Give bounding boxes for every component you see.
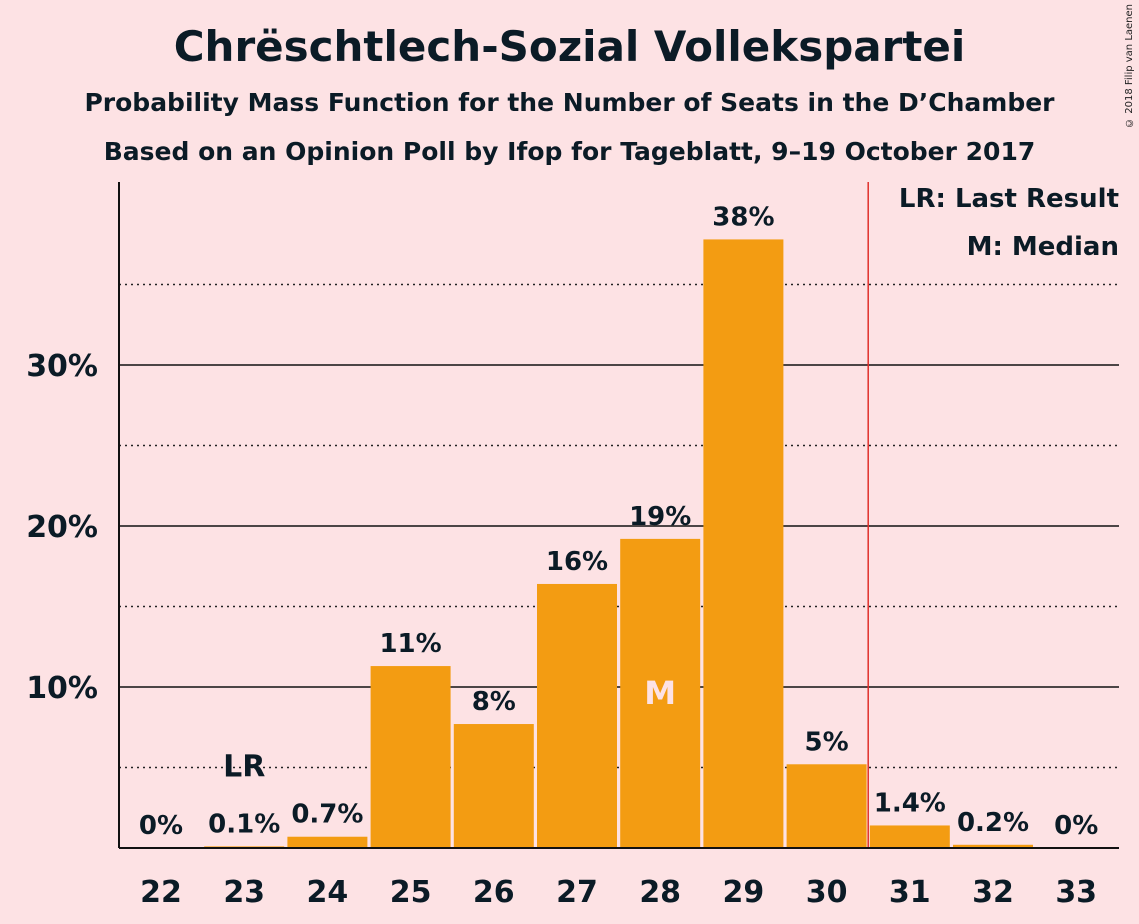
bar-value-label: 8% <box>472 687 516 717</box>
chart-source: Based on an Opinion Poll by Ifop for Tag… <box>103 137 1036 166</box>
bar-value-label: 19% <box>629 502 691 532</box>
x-tick-label: 33 <box>1055 875 1097 910</box>
x-tick-label: 32 <box>972 875 1014 910</box>
x-tick-label: 24 <box>307 875 349 910</box>
bar-value-label: 0.1% <box>208 809 280 839</box>
legend-last-result: LR: Last Result <box>898 184 1119 214</box>
x-tick-label: 29 <box>723 875 765 910</box>
bar-26 <box>453 724 534 848</box>
x-tick-label: 26 <box>473 875 515 910</box>
legend-median: M: Median <box>966 232 1119 262</box>
bar-value-label: 0% <box>139 811 183 841</box>
bar-value-label: 0.7% <box>291 800 363 830</box>
y-tick-label: 10% <box>26 671 98 706</box>
bar-value-label: 11% <box>379 629 441 659</box>
bar-30 <box>786 764 867 848</box>
last-result-marker: LR <box>223 749 265 784</box>
bar-28 <box>620 538 701 848</box>
bar-value-label: 38% <box>712 202 774 232</box>
bar-24 <box>287 836 368 848</box>
bar-value-label: 1.4% <box>874 788 946 818</box>
bar-value-label: 0% <box>1054 811 1098 841</box>
bar-31 <box>869 825 950 848</box>
chart-title: Chrëschtlech-Sozial Vollekspartei <box>173 22 966 71</box>
x-tick-label: 23 <box>223 875 265 910</box>
x-tick-label: 27 <box>556 875 598 910</box>
bar-32 <box>953 844 1033 848</box>
x-tick-label: 31 <box>889 875 931 910</box>
y-tick-label: 20% <box>26 510 98 545</box>
x-tick-label: 28 <box>639 875 681 910</box>
bar-29 <box>703 239 784 849</box>
bar-27 <box>537 583 617 848</box>
chart-subtitle: Probability Mass Function for the Number… <box>84 88 1055 117</box>
x-tick-label: 25 <box>390 875 432 910</box>
x-tick-label: 30 <box>806 875 848 910</box>
bar-value-label: 16% <box>546 547 608 577</box>
bar-25 <box>370 666 451 848</box>
x-tick-label: 22 <box>140 875 182 910</box>
median-marker: M <box>644 674 676 712</box>
bar-value-label: 0.2% <box>957 808 1029 838</box>
bar-value-label: 5% <box>805 727 849 757</box>
y-tick-label: 30% <box>26 349 98 384</box>
